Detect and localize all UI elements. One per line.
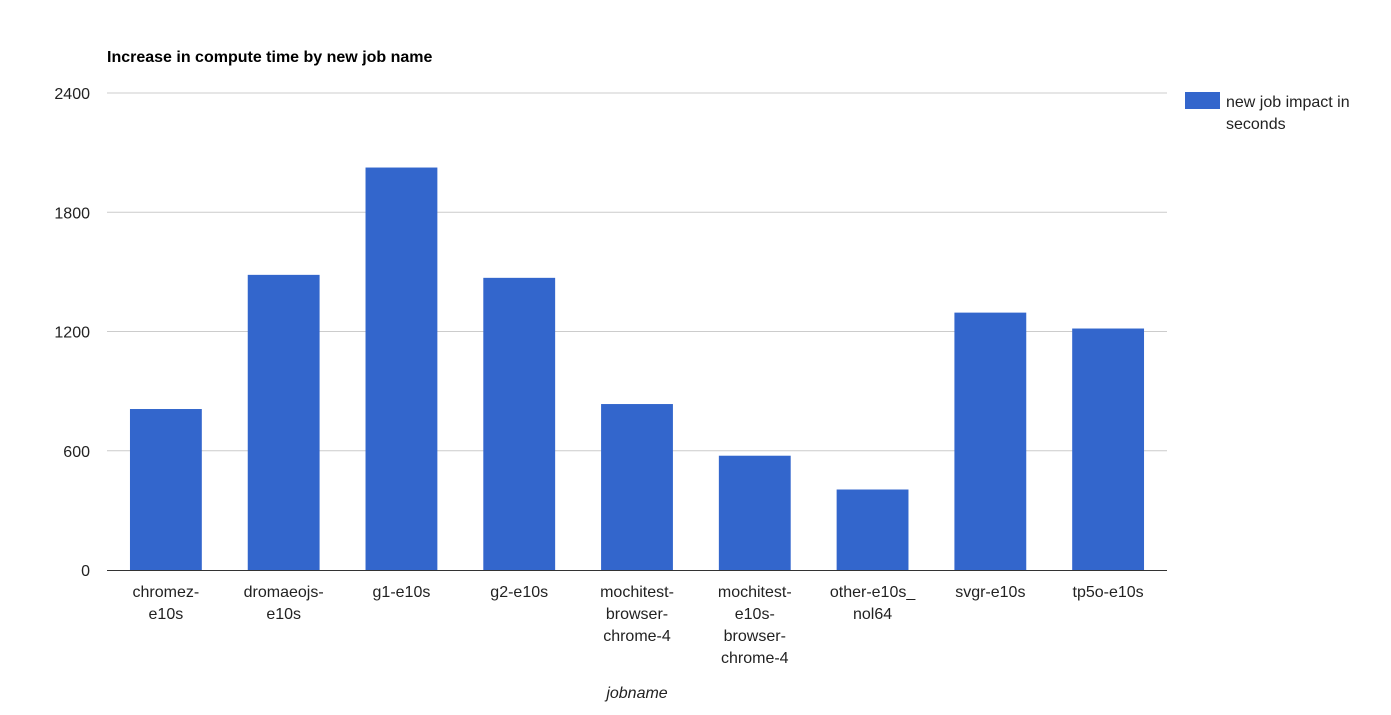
x-category-label: mochitest-browser-chrome-4 — [600, 584, 674, 645]
y-tick-label: 600 — [63, 444, 90, 461]
x-category-label: chromez-e10s — [133, 584, 200, 623]
x-category-label: mochitest-e10s-browser-chrome-4 — [718, 584, 792, 667]
y-tick-label: 1200 — [54, 325, 90, 342]
legend-swatch — [1185, 92, 1220, 109]
bar — [1072, 328, 1145, 570]
bar — [954, 312, 1027, 570]
bar — [718, 455, 791, 570]
x-axis-label: jobname — [604, 685, 667, 702]
bars — [129, 167, 1145, 570]
bar — [247, 274, 320, 570]
y-tick-label: 1800 — [54, 205, 90, 222]
y-tick-label: 0 — [81, 563, 90, 580]
x-category-label: svgr-e10s — [955, 584, 1025, 601]
y-axis-ticks: 0 600 1200 1800 2400 — [54, 86, 90, 580]
bar — [129, 409, 202, 570]
y-tick-label: 2400 — [54, 86, 90, 103]
x-category-label: dromaeojs-e10s — [244, 584, 324, 623]
chart-title: Increase in compute time by new job name — [107, 49, 433, 66]
bar — [483, 277, 556, 570]
x-category-label: other-e10s_ nol64 — [830, 584, 916, 623]
x-axis-categories: chromez-e10s dromaeojs-e10s g1-e10s g2-e10s… — [133, 584, 1144, 667]
bar — [836, 489, 909, 570]
legend: new job impact in seconds — [1185, 92, 1350, 133]
x-category-label: g1-e10s — [373, 584, 431, 601]
x-category-label: g2-e10s — [490, 584, 548, 601]
legend-label: new job impact in seconds — [1226, 94, 1350, 133]
bar — [365, 167, 438, 570]
x-category-label: tp5o-e10s — [1073, 584, 1144, 601]
bar — [601, 404, 673, 570]
